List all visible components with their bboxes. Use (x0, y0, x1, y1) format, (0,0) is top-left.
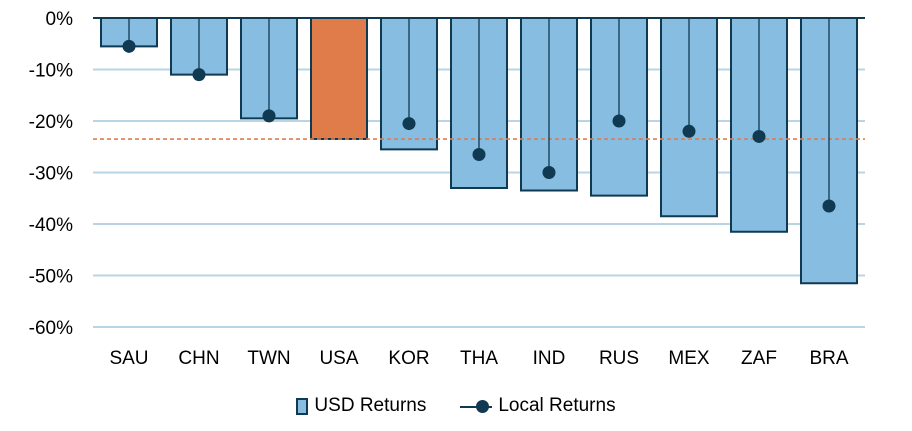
local-return-point (192, 68, 206, 82)
bar-outline (380, 18, 438, 151)
local-return-point (472, 147, 486, 161)
legend-item-usd-returns: USD Returns (296, 395, 426, 417)
bar-outline (730, 18, 788, 233)
bar-outline (660, 18, 718, 218)
y-tick-label: -50% (29, 267, 73, 288)
local-return-point (752, 129, 766, 143)
bar-usa (311, 18, 367, 140)
bar-outline (590, 18, 648, 197)
local-return-point (262, 109, 276, 123)
x-tick-label: ZAF (741, 348, 777, 369)
x-tick-label: IND (533, 348, 566, 369)
x-tick-label: MEX (668, 348, 710, 369)
bar-outline (800, 18, 858, 285)
y-tick-label: -10% (29, 61, 73, 82)
bar-outline (520, 18, 578, 192)
x-tick-label: THA (460, 348, 498, 369)
legend-label-usd-returns: USD Returns (314, 395, 427, 416)
legend-swatch-local-returns (460, 398, 493, 415)
x-tick-label: BRA (809, 348, 848, 369)
local-return-point (122, 39, 136, 53)
legend-item-local-returns: Local Returns (460, 395, 616, 417)
local-return-point (822, 199, 836, 213)
local-return-point (682, 124, 696, 138)
x-tick-label: SAU (109, 348, 148, 369)
bar-chart: 0% -10% -20% -30% -40% -50% -60% SAU CHN TWN USA KO… (29, 9, 865, 369)
x-tick-label: CHN (178, 348, 219, 369)
x-tick-label: RUS (599, 348, 639, 369)
y-tick-label: 0% (46, 9, 74, 30)
x-tick-label: TWN (247, 348, 290, 369)
local-return-point (402, 117, 416, 131)
local-return-point (542, 166, 556, 179)
y-tick-label: -60% (29, 318, 73, 339)
y-tick-label: -30% (29, 164, 73, 185)
x-tick-label: USA (319, 348, 358, 369)
legend-swatch-usd-returns (296, 397, 309, 415)
legend-label-local-returns: Local Returns (498, 395, 616, 416)
legend: USD Returns Local Returns (0, 392, 912, 420)
y-tick-label: -40% (29, 215, 73, 236)
y-tick-label: -20% (29, 112, 73, 133)
local-return-point (612, 114, 626, 128)
bar-outline (450, 18, 508, 189)
x-tick-label: KOR (388, 348, 429, 369)
